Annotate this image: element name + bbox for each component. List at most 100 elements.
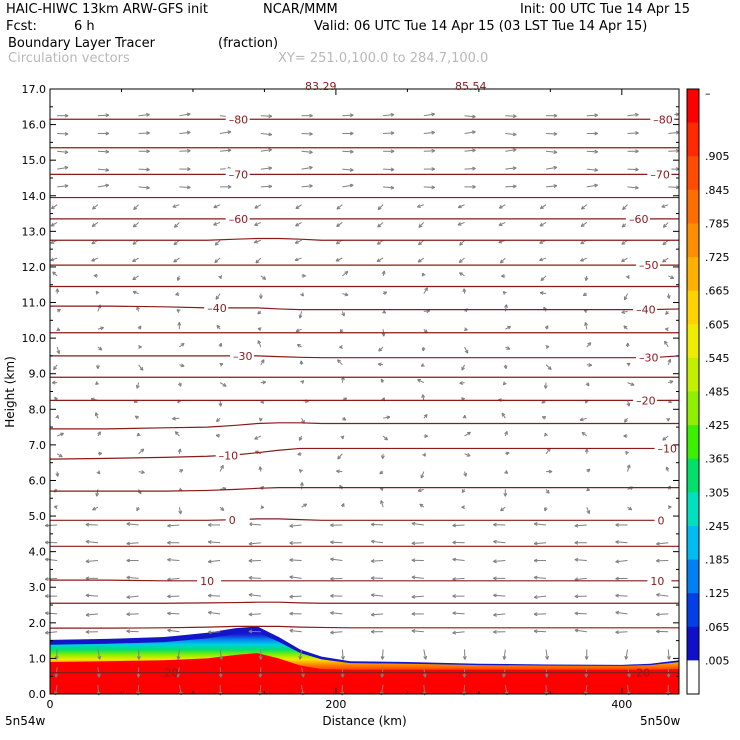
wind-vector-head	[462, 414, 466, 419]
wind-vector	[289, 523, 302, 528]
wind-vector	[493, 576, 506, 581]
field-name: Boundary Layer Tracer	[8, 36, 155, 51]
wind-vector	[417, 257, 425, 263]
wind-vector-head	[126, 613, 131, 617]
wind-vector-head	[385, 436, 389, 441]
wind-vector-shaft	[540, 204, 547, 210]
y-tick-label: 1.0	[29, 652, 47, 665]
wind-vector-head	[501, 275, 505, 278]
wind-vector	[411, 594, 424, 599]
wind-vector	[665, 310, 670, 315]
wind-vector	[586, 506, 591, 515]
wind-vector-head	[472, 184, 476, 188]
wind-vector-head	[52, 271, 55, 276]
wind-vector	[97, 451, 103, 456]
wind-vector-shaft	[301, 150, 313, 153]
wind-vector-head	[586, 468, 591, 471]
wind-vector	[95, 290, 100, 295]
wind-vector-shaft	[132, 275, 139, 281]
wind-vector-head	[105, 167, 110, 171]
wind-vector-shaft	[627, 685, 630, 696]
wind-vector-head	[370, 594, 375, 598]
wind-vector	[370, 612, 384, 617]
wind-vector-head	[463, 673, 467, 678]
wind-vector	[254, 222, 262, 226]
wind-vector	[411, 629, 424, 633]
wind-vector-shaft	[289, 576, 302, 579]
wind-vector	[260, 148, 273, 152]
wind-vector	[179, 185, 191, 190]
wind-vector-shaft	[667, 649, 670, 660]
wind-vector-shaft	[586, 114, 598, 117]
x-axis-label: Distance (km)	[322, 714, 406, 728]
wind-vector	[298, 311, 303, 319]
wind-vector-shaft	[504, 685, 508, 696]
wind-vector-head	[215, 297, 220, 300]
wind-vector-head	[336, 207, 341, 210]
wind-vector-head	[138, 656, 141, 660]
wind-vector-shaft	[219, 465, 224, 472]
wind-vector-shaft	[493, 540, 506, 544]
wind-vector-head	[173, 243, 178, 246]
wind-vector	[423, 414, 428, 419]
wind-vector-shaft	[452, 612, 465, 615]
isotherm-line	[50, 518, 679, 521]
wind-vector-shaft	[248, 594, 261, 597]
wind-vector	[133, 204, 139, 211]
wind-vector-head	[340, 503, 345, 507]
colorbar-swatch	[687, 189, 699, 224]
wind-vector-shaft	[381, 649, 384, 660]
wind-vector-head	[57, 327, 61, 331]
wind-vector	[218, 342, 223, 348]
wind-vector-shaft	[167, 629, 180, 633]
wind-vector	[213, 204, 221, 209]
wind-vector	[586, 468, 591, 473]
wind-vector-shaft	[220, 131, 232, 134]
wind-vector-head	[461, 367, 465, 371]
wind-vector-head	[55, 414, 59, 419]
wind-vector	[501, 412, 506, 419]
wind-vector-shaft	[505, 132, 517, 136]
isotherm-label-bg	[647, 574, 672, 587]
wind-vector	[411, 541, 424, 546]
wind-vector-head	[390, 149, 395, 152]
wind-vector-head	[635, 167, 639, 171]
wind-vector-shaft	[574, 629, 587, 633]
wind-vector-head	[383, 332, 386, 337]
top-contour-label-right: 85.54	[455, 80, 487, 93]
wind-vector-head	[628, 673, 631, 678]
wind-vector-head	[207, 524, 212, 527]
wind-vector-head	[472, 148, 476, 151]
wind-vector	[579, 417, 587, 422]
colorbar-swatch	[687, 626, 699, 661]
colorbar-swatch	[687, 492, 699, 527]
wind-vector-shaft	[452, 631, 465, 634]
wind-vector-head	[383, 309, 387, 314]
wind-vector-head	[167, 542, 171, 545]
wind-vector-head	[635, 131, 639, 134]
wind-vector	[177, 382, 182, 387]
wind-vector	[260, 184, 273, 189]
wind-vector	[132, 239, 139, 245]
wind-vector	[461, 489, 466, 494]
wind-vector-shaft	[586, 150, 598, 153]
colorbar-swatch	[687, 156, 699, 191]
wind-vector-head	[64, 165, 69, 168]
wind-vector	[57, 113, 69, 118]
wind-vector-head	[547, 489, 550, 494]
wind-vector	[176, 649, 181, 660]
wind-vector-shaft	[411, 595, 424, 598]
wind-vector	[330, 557, 343, 562]
wind-vector	[50, 257, 58, 262]
wind-vector-head	[464, 656, 467, 660]
wind-vector	[625, 342, 630, 348]
wind-vector-head	[134, 415, 138, 420]
wind-vector-shaft	[259, 685, 262, 696]
wind-vector-shaft	[627, 168, 639, 171]
wind-vector	[207, 593, 221, 598]
wind-vector	[136, 506, 140, 512]
wind-vector-head	[339, 346, 343, 349]
wind-vector	[582, 292, 588, 296]
wind-vector-head	[503, 383, 507, 386]
wind-vector-shaft	[85, 613, 98, 616]
